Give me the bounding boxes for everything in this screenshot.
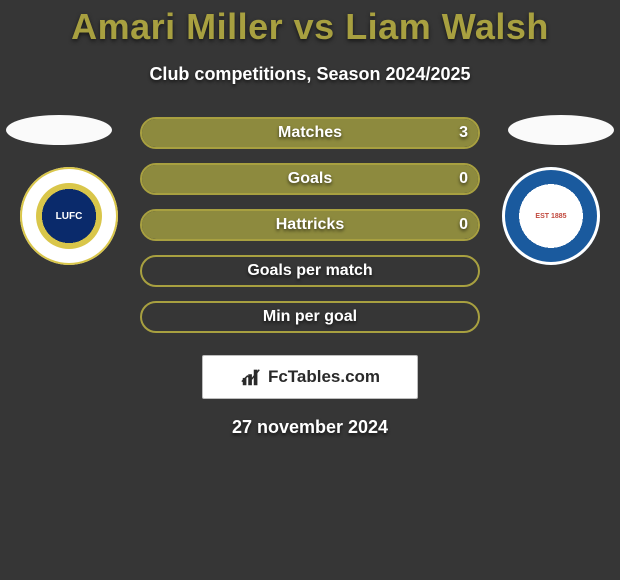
stat-fill-right	[310, 165, 478, 193]
club-badge-left-abbrev: LUFC	[56, 211, 83, 222]
stat-row: Goals 0	[140, 163, 480, 195]
player-left-photo-placeholder	[6, 115, 112, 145]
player-right-photo-placeholder	[508, 115, 614, 145]
generation-date: 27 november 2024	[0, 417, 620, 438]
club-badge-left-core: LUFC	[36, 183, 102, 249]
stat-label: Hattricks	[276, 216, 344, 234]
site-name-prefix: Fc	[268, 367, 288, 386]
stat-value-right: 3	[459, 124, 468, 142]
club-badge-right: EST 1885	[502, 167, 600, 265]
comparison-area: LUFC EST 1885 Matches3Goals0Hattricks0Go…	[0, 117, 620, 333]
club-badge-right-core-text: EST 1885	[535, 213, 566, 220]
stat-bars: Matches 3 Goals 0 Hattricks 0 Goals per match M…	[140, 117, 480, 333]
site-name-main: Tables	[288, 367, 341, 386]
page-title: Amari Miller vs Liam Walsh	[0, 0, 620, 48]
site-logo[interactable]: FcTables.com	[202, 355, 418, 399]
comparison-card: Amari Miller vs Liam Walsh Club competit…	[0, 0, 620, 580]
stat-value-right: 0	[459, 216, 468, 234]
stat-label: Matches	[278, 124, 342, 142]
club-badge-left: LUFC	[20, 167, 118, 265]
stat-label: Goals per match	[247, 262, 372, 280]
site-name: FcTables.com	[268, 367, 380, 387]
stat-row: Min per goal	[140, 301, 480, 333]
stat-label: Goals	[288, 170, 332, 188]
stat-row: Matches 3	[140, 117, 480, 149]
site-name-suffix: .com	[340, 367, 380, 386]
club-badge-right-core: EST 1885	[527, 192, 575, 240]
stat-row: Goals per match	[140, 255, 480, 287]
stat-value-right: 0	[459, 170, 468, 188]
stat-fill-left	[142, 165, 310, 193]
stat-label: Min per goal	[263, 308, 357, 326]
page-subtitle: Club competitions, Season 2024/2025	[0, 64, 620, 85]
bar-chart-icon	[240, 366, 262, 388]
stat-row: Hattricks 0	[140, 209, 480, 241]
